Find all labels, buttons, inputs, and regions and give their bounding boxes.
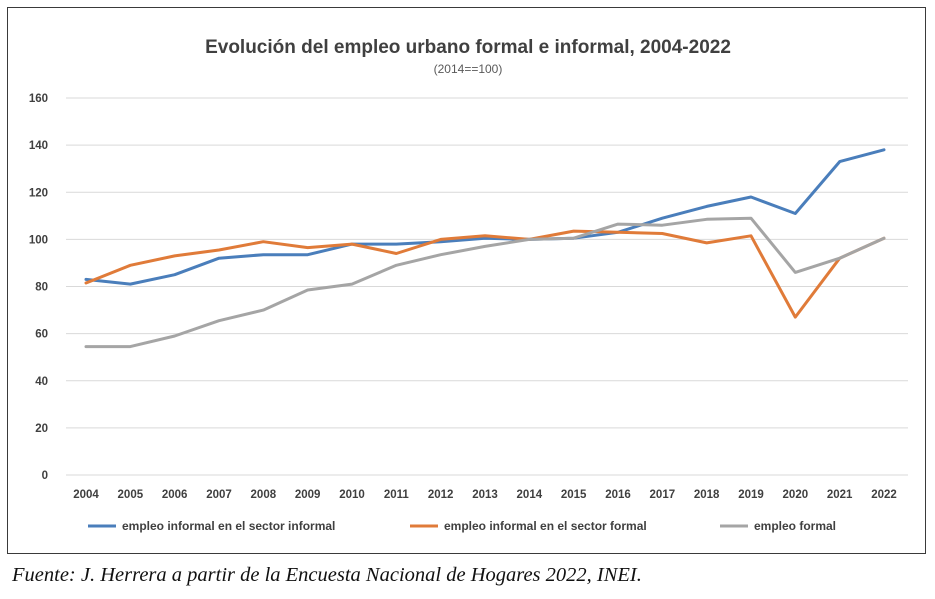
y-tick-label: 160: [29, 93, 48, 105]
y-tick-label: 20: [35, 423, 48, 435]
x-tick-label: 2022: [871, 489, 897, 501]
x-tick-label: 2019: [738, 489, 764, 501]
x-tick-label: 2011: [384, 489, 410, 501]
series-line-2: [84, 229, 886, 319]
grid-lines: [66, 97, 908, 476]
y-axis-ticks: 0 20 40 60 80 100 120 140 160: [29, 93, 48, 482]
legend-label: empleo formal: [754, 519, 836, 533]
legend-label: empleo informal en el sector informal: [122, 519, 335, 533]
y-tick-label: 100: [29, 234, 48, 246]
line-chart: Evolución del empleo urbano formal e inf…: [29, 37, 908, 533]
chart-frame: Evolución del empleo urbano formal e inf…: [7, 7, 926, 554]
x-tick-label: 2013: [472, 489, 498, 501]
x-tick-label: 2021: [827, 489, 853, 501]
x-tick-label: 2005: [118, 489, 144, 501]
x-axis-ticks: 2004 2005 2006 2007 2008 2009 2010 2011 2012 2013…: [73, 489, 897, 501]
x-tick-label: 2004: [73, 489, 99, 501]
x-tick-label: 2008: [251, 489, 277, 501]
legend: empleo informal en el sector informal emp…: [88, 519, 836, 533]
x-tick-label: 2017: [650, 489, 676, 501]
y-tick-label: 0: [42, 470, 48, 482]
x-tick-label: 2015: [561, 489, 587, 501]
x-tick-label: 2020: [783, 489, 809, 501]
legend-label: empleo informal en el sector formal: [444, 519, 647, 533]
chart-subtitle: (2014==100): [434, 62, 503, 76]
x-tick-label: 2007: [206, 489, 232, 501]
x-tick-label: 2012: [428, 489, 454, 501]
series-lines: [84, 148, 886, 349]
y-tick-label: 60: [35, 329, 48, 341]
x-tick-label: 2006: [162, 489, 188, 501]
y-tick-label: 80: [35, 282, 48, 294]
y-tick-label: 120: [29, 187, 48, 199]
x-tick-label: 2009: [295, 489, 321, 501]
y-tick-label: 140: [29, 140, 48, 152]
series-line-1: [84, 148, 886, 286]
source-note: Fuente: J. Herrera a partir de la Encues…: [12, 564, 642, 586]
chart-title: Evolución del empleo urbano formal e inf…: [205, 37, 731, 58]
y-tick-label: 40: [35, 376, 48, 388]
x-tick-label: 2014: [517, 489, 543, 501]
x-tick-label: 2010: [339, 489, 365, 501]
series-line-3: [84, 216, 886, 349]
x-tick-label: 2016: [605, 489, 631, 501]
x-tick-label: 2018: [694, 489, 720, 501]
